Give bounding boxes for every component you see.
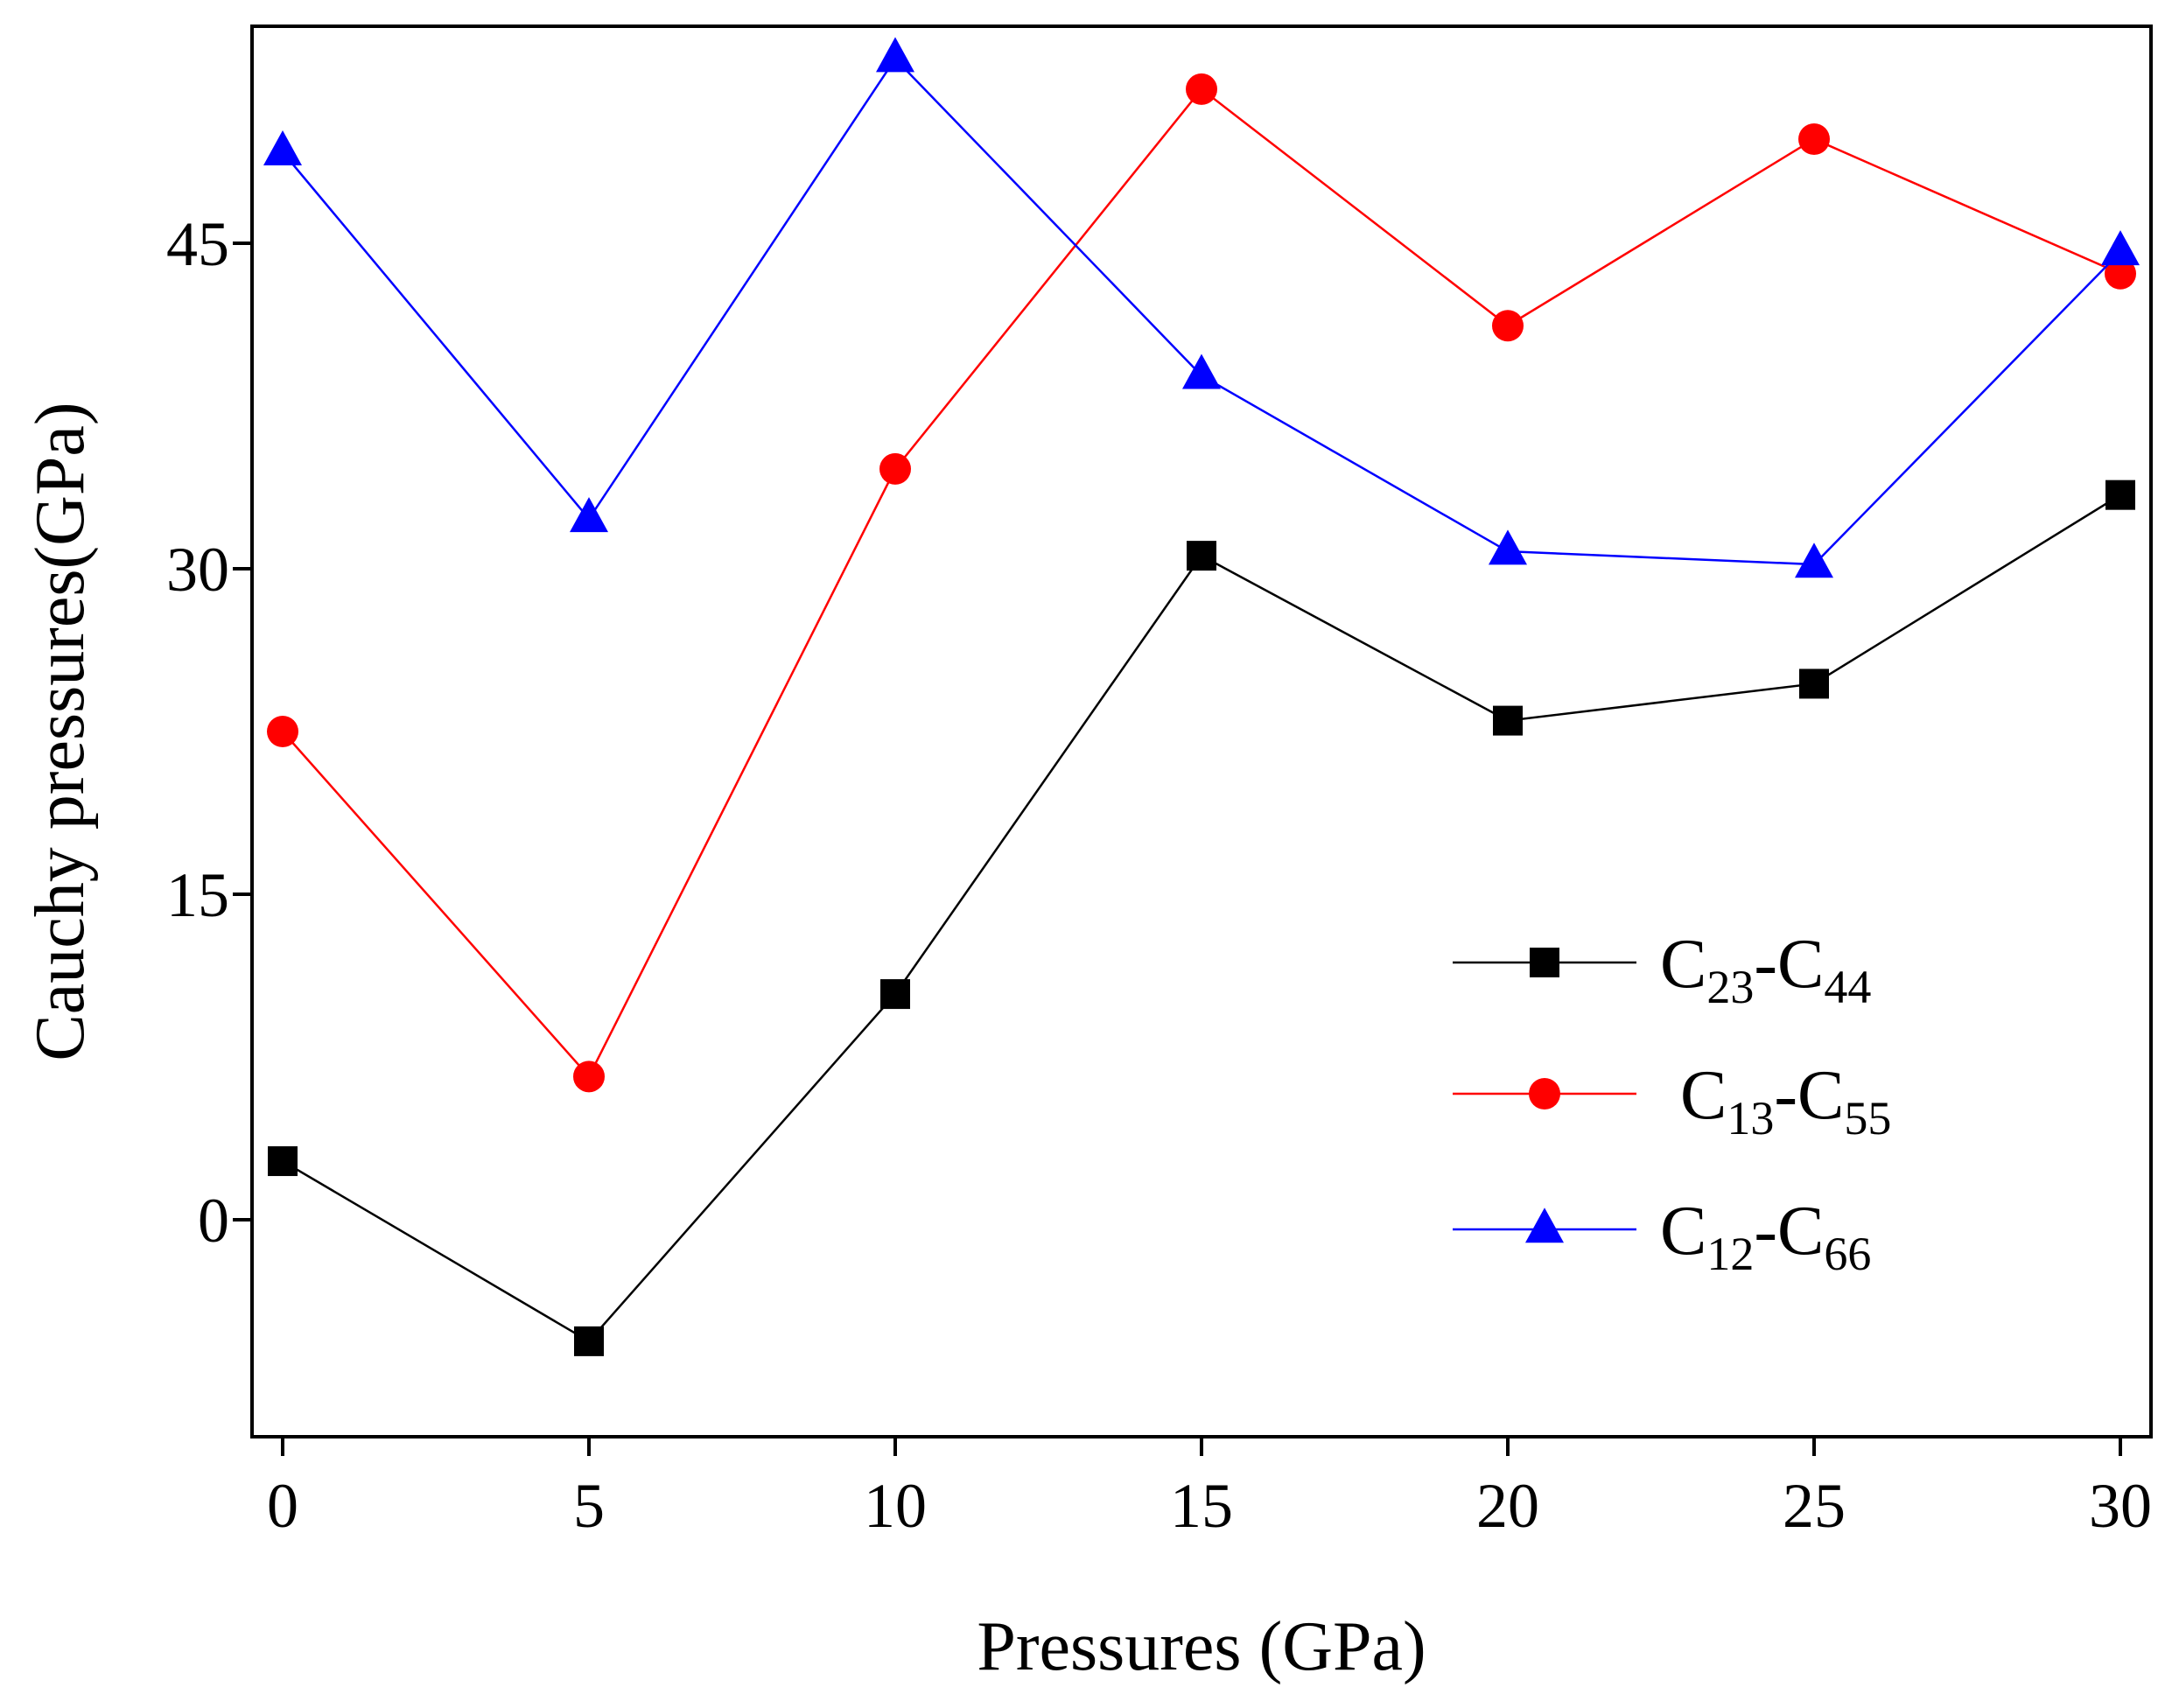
x-tick-label: 30 (2089, 1471, 2152, 1541)
series-line (282, 494, 2121, 1343)
legend-subscript: 23 (1706, 961, 1754, 1013)
legend-label: C23-C44 (1660, 926, 1871, 1013)
data-point (1795, 542, 1833, 578)
legend-marker (1529, 1078, 1560, 1110)
legend-item: C12-C66 (1453, 1193, 1871, 1280)
data-point (267, 716, 298, 747)
x-tick-label: 20 (1476, 1471, 1539, 1541)
data-point (2105, 480, 2135, 510)
data-point (876, 37, 914, 73)
x-tick-label: 5 (573, 1471, 605, 1541)
data-point (263, 130, 302, 166)
x-tick-label: 10 (864, 1471, 927, 1541)
series-line (282, 57, 2121, 566)
data-point (2101, 230, 2140, 266)
y-tick-label: 45 (166, 209, 229, 279)
data-point (1799, 668, 1829, 699)
x-tick-label: 0 (267, 1471, 298, 1541)
legend-text-part: C (1660, 926, 1706, 1003)
y-axis-title: Cauchy pressures(GPa) (22, 402, 99, 1060)
legend-text-part: C (1680, 1057, 1727, 1134)
data-point (1187, 541, 1216, 571)
legend-label: C12-C66 (1660, 1193, 1871, 1280)
legend-item: C13-C55 (1453, 1057, 1891, 1144)
data-point (2105, 257, 2136, 290)
legend-text-part: -C (1754, 926, 1824, 1003)
legend-text-part: -C (1774, 1057, 1844, 1134)
legend-text-part: C (1660, 1193, 1706, 1270)
data-point (1186, 73, 1217, 105)
ticks-layer: 0 5 10 15 20 25 30 0 15 30 45 (166, 209, 2152, 1541)
data-point (268, 1146, 298, 1177)
data-point (573, 1060, 605, 1093)
data-point (880, 979, 910, 1010)
series-triangle (263, 37, 2140, 578)
x-tick-label: 15 (1170, 1471, 1233, 1541)
data-point (879, 452, 911, 485)
series-layer (263, 37, 2140, 1356)
series-circle (267, 73, 2136, 1093)
legend-text-part: -C (1754, 1193, 1824, 1270)
series-line (282, 88, 2121, 1079)
data-point (1798, 122, 1830, 155)
data-point (574, 1326, 604, 1356)
x-axis-title: Pressures (GPa) (977, 1608, 1426, 1685)
plot-frame (250, 24, 2153, 1438)
y-tick-label: 15 (166, 860, 229, 930)
legend-subscript: 12 (1706, 1228, 1754, 1280)
y-tick-label: 0 (198, 1186, 229, 1256)
data-point (1489, 529, 1527, 565)
legend-item: C23-C44 (1453, 926, 1871, 1013)
legend-subscript: 55 (1844, 1092, 1891, 1144)
x-tick-label: 25 (1783, 1471, 1846, 1541)
y-tick-label: 30 (166, 535, 229, 605)
legend-subscript: 13 (1727, 1092, 1774, 1144)
legend-marker (1530, 948, 1559, 977)
legend-subscript: 66 (1824, 1228, 1871, 1280)
legend-marker (1525, 1208, 1564, 1243)
data-point (1182, 354, 1221, 389)
series-square (268, 480, 2135, 1356)
legend-subscript: 44 (1824, 961, 1871, 1013)
data-point (1492, 310, 1524, 342)
data-point (1493, 705, 1523, 736)
legend-label: C13-C55 (1680, 1057, 1891, 1144)
data-point (570, 497, 608, 533)
